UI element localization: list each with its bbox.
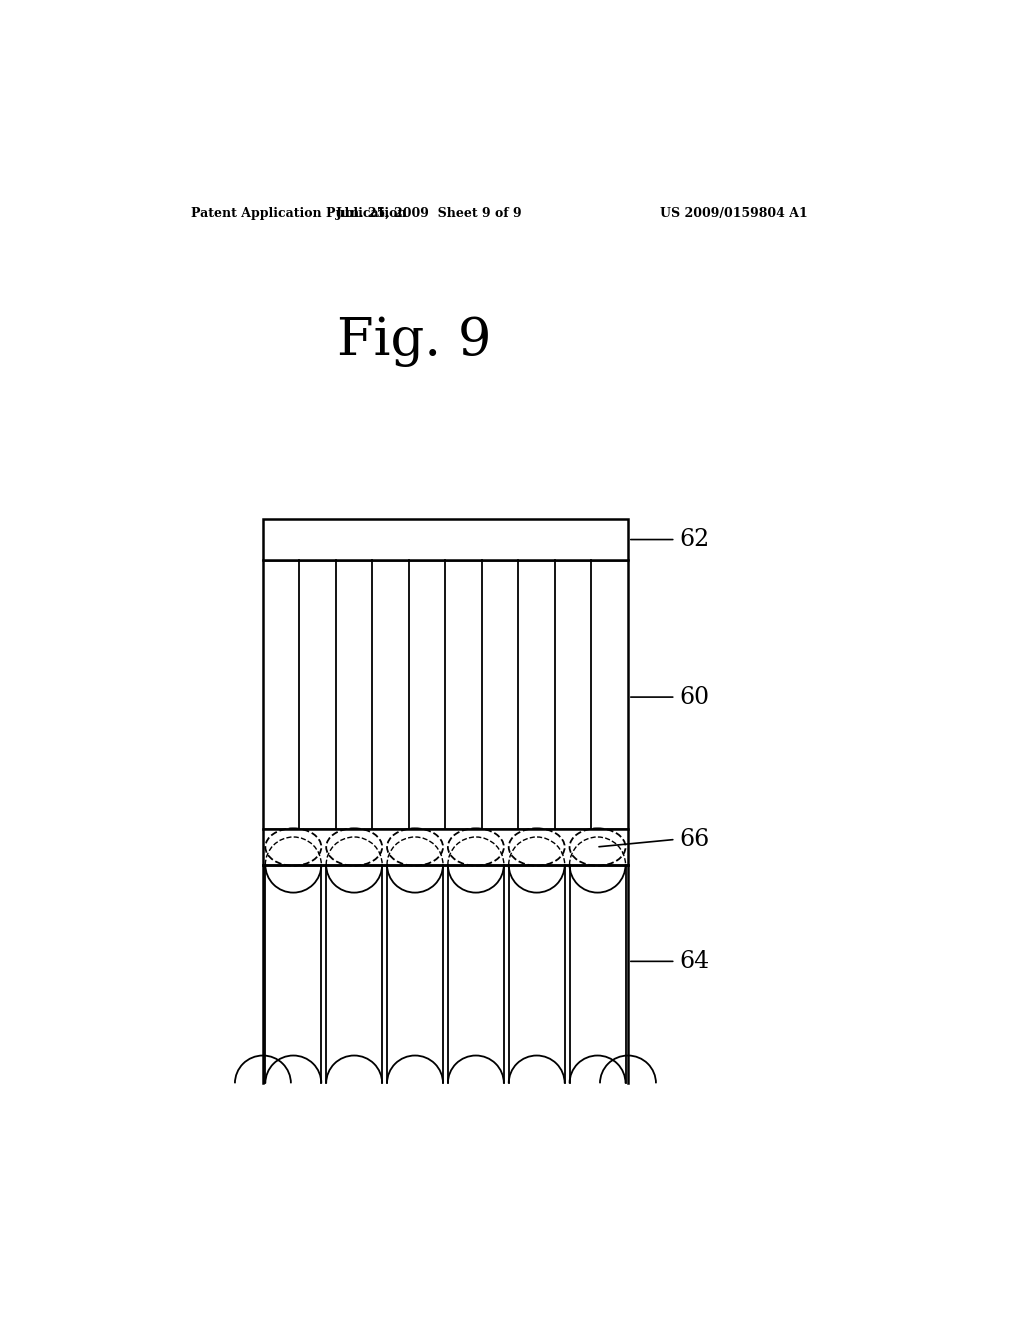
Bar [263,829,628,865]
Text: Fig. 9: Fig. 9 [337,315,490,367]
Bar [263,519,628,560]
Text: Jun. 25, 2009  Sheet 9 of 9: Jun. 25, 2009 Sheet 9 of 9 [336,207,523,220]
Text: 60: 60 [680,685,710,709]
Text: 66: 66 [680,828,710,851]
Text: 64: 64 [680,950,710,973]
Text: 62: 62 [680,528,710,550]
Text: Patent Application Publication: Patent Application Publication [191,207,407,220]
Bar [263,560,628,829]
Text: US 2009/0159804 A1: US 2009/0159804 A1 [659,207,808,220]
